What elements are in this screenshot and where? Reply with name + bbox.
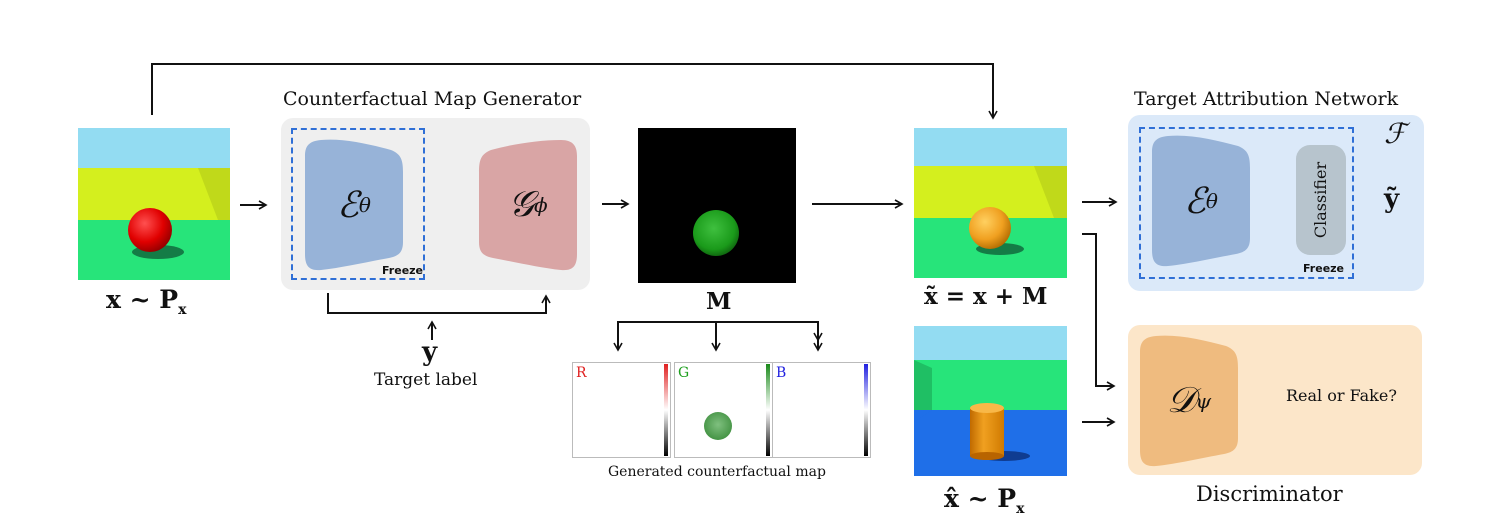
input-label: x ~ Px [106,285,187,318]
tan-output: ỹ [1384,184,1400,214]
discriminator-title: Discriminator [1196,482,1343,506]
generator-encoder-shape [305,139,403,271]
discriminator-output: Real or Fake? [1286,386,1397,405]
channel-label-g: G [678,365,690,381]
input-image [78,128,230,280]
map-channels-bracket [617,321,823,342]
map-caption: Generated counterfactual map [608,464,826,480]
tan-symbol: ℱ [1384,117,1407,150]
tan-encoder-shape [1152,135,1250,267]
target-label: Target label [374,370,478,390]
target-label-bracket [327,293,551,314]
channel-map-g [674,362,773,458]
channel-label-r: R [576,365,587,381]
skip-connection-arrow [151,63,998,120]
tan-freeze-label: Freeze [1303,262,1345,275]
tan-freeze-box [1139,127,1354,279]
arrow-counterfactual-to-discriminator [1082,233,1116,391]
channel-map-b [772,362,871,458]
classifier-label: Classifier [1311,161,1330,239]
channel-map-r [572,362,671,458]
generator-freeze-box [291,128,425,280]
generator-freeze-label: Freeze [382,264,424,277]
counterfactual-map-image [638,128,796,283]
discriminator-shape [1140,335,1238,467]
classifier-block [1296,145,1346,255]
channel-label-b: B [776,365,787,381]
map-label: M [706,288,732,315]
real-label: x̂ ~ Px [944,484,1025,517]
target-symbol: y [422,337,438,367]
tan-title: Target Attribution Network [1134,88,1399,110]
real-image [914,326,1067,476]
generator-title: Counterfactual Map Generator [283,88,582,110]
counterfactual-label: x̃ = x + M [924,283,1048,310]
generator-decoder-shape [479,140,577,271]
counterfactual-image [914,128,1067,278]
